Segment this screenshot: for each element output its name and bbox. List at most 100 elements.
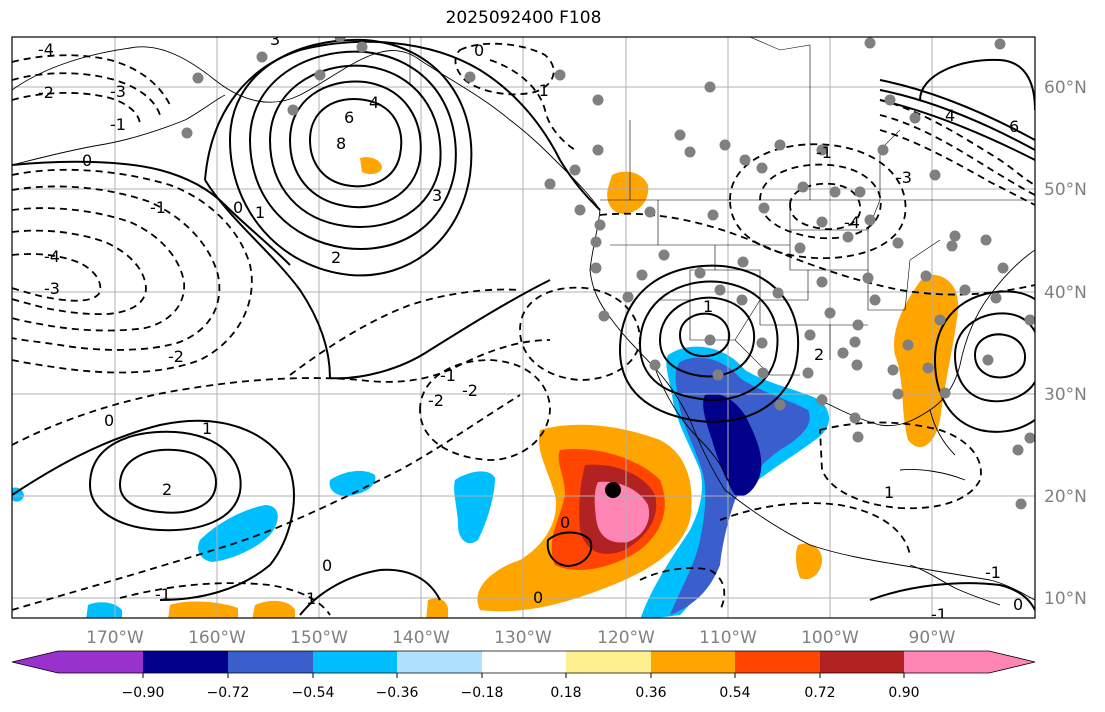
map-frame: [11, 36, 1036, 619]
contour-south-east: [869, 582, 1035, 611]
contour-neg-mid-1: [12, 339, 551, 446]
contour-label: 6: [344, 108, 354, 127]
positive-region-mexico: [795, 543, 823, 580]
contour-label: -1: [931, 605, 947, 624]
contour-high-ring-3: [268, 64, 442, 228]
lon-tick-label: 120°W: [597, 628, 655, 648]
colorbar-segment: [566, 651, 651, 673]
contour-label: 0: [104, 411, 114, 430]
contour-east-ring-1: [973, 333, 1026, 379]
contour-neg-north-3: [12, 92, 141, 126]
positive-region-oregon: [607, 171, 649, 214]
lon-tick-label: 170°W: [86, 628, 144, 648]
contour-label: -4: [44, 247, 60, 266]
positive-region-south-pacific: [168, 601, 238, 618]
contour-high-ring-5: [228, 38, 473, 277]
contour-low-ring-4: [618, 264, 800, 423]
colorbar-label: 0.36: [635, 685, 666, 701]
contour-neg-east-2: [879, 114, 1035, 196]
colorbar-segment: [58, 651, 143, 673]
contour-label: -1: [150, 198, 166, 217]
lat-tick-label: 40°N: [1044, 283, 1087, 303]
colorbar-segment: [313, 651, 397, 673]
aleutian-chain: [12, 94, 226, 166]
contour-neg-west-3: [12, 207, 185, 332]
contour-neg-mid-2: [12, 394, 521, 611]
colorbar-label: −0.72: [207, 685, 250, 701]
alaska-coast: [12, 46, 601, 211]
colorbar-label: 0.72: [804, 685, 835, 701]
contour-label: 0: [560, 513, 570, 532]
contour-neg-cent: [289, 288, 521, 376]
colorbar: −0.90 −0.72 −0.54 −0.36 −0.18 0.18 0.36 …: [11, 650, 1036, 701]
contour-ne-3: [879, 99, 1035, 161]
central-america: [909, 564, 1001, 606]
contour-neg-ring-1: [419, 359, 551, 461]
contour-label: 6: [1009, 117, 1019, 136]
contour-zero-west: [12, 160, 291, 266]
latitude-axis: 60°N 50°N 40°N 30°N 20°N 10°N: [1044, 78, 1087, 609]
contour-label: -2: [38, 83, 54, 102]
lon-tick-label: 130°W: [494, 628, 552, 648]
negative-region-hawaii: [198, 505, 278, 562]
contour-high-ring-2: [288, 80, 422, 209]
contour-high-ring-4: [248, 50, 457, 250]
cuba: [899, 469, 966, 481]
contour-neg-east-3: [879, 129, 1035, 206]
contour-high-big-2: [204, 179, 551, 380]
contour-label: 3: [432, 186, 442, 205]
contour-label: 4: [945, 106, 955, 125]
positive-region-peak: [594, 481, 650, 543]
negative-region-west-edge: [12, 487, 24, 502]
contour-label: -1: [440, 366, 456, 385]
contour-labels: -4 -3 -2 -1 0 -4 -3 -2 -1 0 4 6 8 3 2 1 …: [38, 37, 1023, 624]
contour-neg-west-4: [12, 229, 147, 316]
contour-label: -1: [816, 143, 832, 162]
contour-label: 0: [322, 556, 332, 575]
contour-label: -1: [533, 81, 549, 100]
lat-tick-label: 60°N: [1044, 78, 1087, 98]
contour-label: -4: [38, 40, 54, 59]
contour-label: 1: [306, 589, 316, 608]
contour-low-ring-3: [638, 280, 779, 401]
contour-neg-gulf: [819, 421, 982, 510]
lon-tick-label: 110°W: [699, 628, 757, 648]
contour-zero-storm: [546, 531, 593, 568]
contour-label: 8: [336, 134, 346, 153]
colorbar-label: 0.54: [719, 685, 750, 701]
contour-label: 2: [331, 248, 341, 267]
colorbar-right-extend: [989, 651, 1035, 673]
contour-label: -3: [44, 279, 60, 298]
florida: [929, 409, 956, 456]
contour-label: 1: [255, 203, 265, 222]
lon-tick-label: 160°W: [188, 628, 246, 648]
lat-tick-label: 50°N: [1044, 180, 1087, 200]
contour-neg-rockies: [489, 59, 576, 151]
lat-tick-label: 10°N: [1044, 589, 1087, 609]
contour-neg-west-2: [12, 185, 221, 351]
contour-label: -3: [110, 82, 126, 101]
lon-tick-label: 150°W: [290, 628, 348, 648]
positive-region-gulf-of-alaska: [360, 157, 382, 175]
contour-high-ring-1: [308, 98, 403, 188]
observation-stations: [181, 37, 1035, 510]
positive-anomaly-fill: [168, 157, 959, 618]
contour-neg-west-5: [12, 253, 102, 302]
contour-label: 2: [814, 345, 824, 364]
colorbar-segment: [735, 651, 820, 673]
negative-region-core: [703, 393, 762, 497]
contour-ne-2: [879, 89, 1035, 151]
west-coast: [589, 209, 726, 491]
colorbar-label: −0.90: [122, 685, 165, 701]
negative-region-central: [329, 470, 376, 496]
contour-label: 4: [369, 93, 379, 112]
lat-tick-label: 20°N: [1044, 487, 1087, 507]
contour-neg-north-2: [12, 72, 161, 116]
contour-label: -4: [844, 213, 860, 232]
contour-ne-1: [879, 79, 1035, 141]
baja-peninsula: [654, 367, 731, 486]
positive-contours: [12, 38, 1035, 616]
contour-neg-ne-3: [789, 182, 862, 230]
colorbar-left-extend: [12, 651, 58, 673]
